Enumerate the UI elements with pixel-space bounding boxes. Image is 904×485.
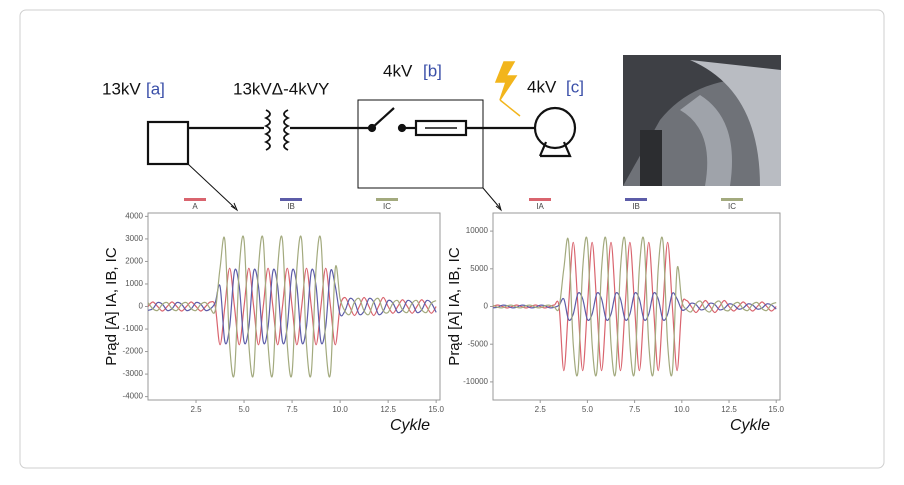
arrow-head [495, 202, 502, 212]
y-tick-label: -5000 [468, 339, 489, 348]
y-axis-label: Prąd [A] IA, IB, IC [103, 247, 120, 366]
switch-box [357, 99, 484, 189]
diagram-label: 4kV [383, 61, 413, 80]
one-line-diagram [146, 99, 577, 212]
legend-label: IB [287, 202, 295, 211]
diagram-tag: [b] [423, 61, 442, 80]
y-tick-label: -4000 [123, 392, 144, 401]
x-tick-label: 5.0 [582, 405, 594, 414]
legend-label: IA [536, 202, 544, 211]
diagram-label: 13kVΔ-4kVY [233, 79, 329, 98]
diagram-label: 4kV [527, 77, 557, 96]
legend-label: IC [383, 202, 391, 211]
x-axis-label: Cykle [730, 417, 770, 434]
diagram-label: 13kV [102, 79, 141, 98]
legend-label: IB [632, 202, 640, 211]
y-tick-label: -2000 [123, 347, 144, 356]
y-tick-label: 2000 [125, 257, 143, 266]
x-axis-label: Cykle [390, 417, 430, 434]
y-tick-label: -10000 [463, 377, 488, 386]
arrow [482, 187, 501, 209]
y-tick-label: 1000 [125, 279, 143, 288]
x-tick-label: 2.5 [535, 405, 547, 414]
legend-label: IC [728, 202, 736, 211]
source-box [146, 120, 190, 166]
series-line [148, 235, 437, 378]
y-tick-label: -1000 [123, 324, 144, 333]
series-line [148, 267, 437, 346]
y-tick-label: 0 [139, 302, 144, 311]
transformer-coil [263, 109, 271, 151]
plot-area [147, 212, 441, 401]
x-tick-label: 10.0 [332, 405, 348, 414]
legend-swatch [376, 198, 398, 201]
y-tick-label: -3000 [123, 369, 144, 378]
x-tick-label: 12.5 [721, 405, 737, 414]
photo-highlight [690, 60, 781, 186]
motor [533, 106, 577, 150]
x-tick-label: 2.5 [190, 405, 202, 414]
arrow-head [230, 202, 239, 212]
motor-base [538, 141, 572, 158]
photo-shade [640, 130, 662, 186]
legend-label: A [192, 202, 198, 211]
y-tick-label: 0 [484, 302, 489, 311]
photo-highlight [680, 95, 732, 186]
y-tick-label: 10000 [466, 226, 489, 235]
legend-swatch [721, 198, 743, 201]
arrow [187, 163, 236, 209]
series-line [148, 268, 437, 345]
y-tick-label: 4000 [125, 211, 143, 220]
series-line [493, 236, 777, 377]
y-axis-label: Prąd [A] IA, IB, IC [446, 247, 463, 366]
legend-swatch [625, 198, 647, 201]
legend-swatch [529, 198, 551, 201]
fault-bolt [494, 61, 521, 117]
y-tick-label: 3000 [125, 234, 143, 243]
x-tick-label: 7.5 [629, 405, 641, 414]
legend-swatch [184, 198, 206, 201]
switch-blade [371, 107, 395, 129]
x-tick-label: 15.0 [768, 405, 784, 414]
x-tick-label: 7.5 [287, 405, 299, 414]
diagram-tag: [a] [146, 79, 165, 98]
transformer-coil [283, 109, 291, 151]
legend-swatch [280, 198, 302, 201]
x-tick-label: 10.0 [674, 405, 690, 414]
y-tick-label: 5000 [470, 264, 488, 273]
series-line [493, 292, 777, 321]
x-tick-label: 12.5 [380, 405, 396, 414]
diagram-tag: [c] [566, 77, 584, 96]
photo [623, 55, 781, 186]
photo-shade [623, 55, 781, 186]
x-tick-label: 5.0 [238, 405, 250, 414]
x-tick-label: 15.0 [428, 405, 444, 414]
